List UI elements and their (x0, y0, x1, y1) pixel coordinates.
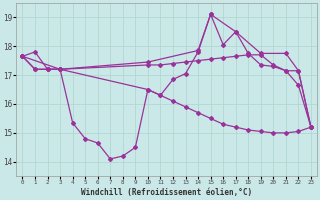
X-axis label: Windchill (Refroidissement éolien,°C): Windchill (Refroidissement éolien,°C) (81, 188, 252, 197)
